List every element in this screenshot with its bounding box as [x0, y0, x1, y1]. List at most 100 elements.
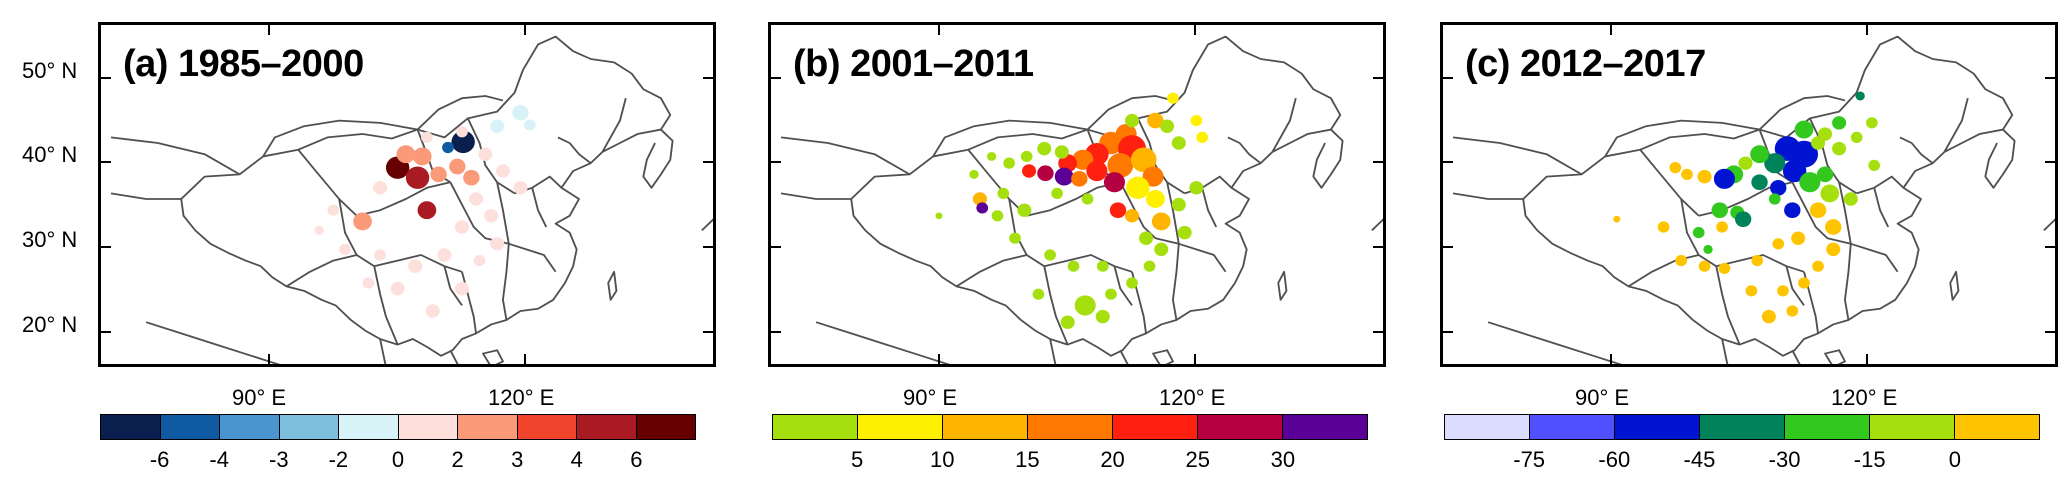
- colorbar-c: [1444, 414, 2040, 440]
- boundary-line: [1166, 182, 1180, 244]
- boundary-line: [701, 218, 713, 231]
- station-marker: [1105, 288, 1117, 300]
- colorbar-a: [100, 414, 696, 440]
- boundary-line: [1680, 198, 1717, 267]
- boundary-line: [932, 119, 1088, 157]
- lon-label-90-a: 90° E: [232, 385, 287, 410]
- station-marker: [437, 248, 452, 262]
- boundary-line: [1371, 218, 1383, 231]
- boundary-line: [967, 149, 1028, 217]
- boundary-line: [1201, 187, 1218, 228]
- boundary-line: [1152, 349, 1174, 364]
- station-marker: [1151, 212, 1171, 231]
- station-marker: [1770, 179, 1787, 196]
- map-b: [771, 25, 1383, 364]
- boundary-line: [1721, 338, 1729, 364]
- colorbar-b: [772, 414, 1368, 440]
- colorbar-a-segment: [220, 415, 280, 439]
- station-marker: [442, 141, 454, 154]
- lat-label-20: 20° N: [22, 312, 78, 337]
- colorbar-b-segment: [858, 415, 943, 439]
- station-marker: [1784, 202, 1801, 219]
- station-marker: [396, 145, 416, 164]
- map-group-c: [1452, 35, 2055, 364]
- boundary-line: [262, 119, 418, 157]
- station-marker: [314, 225, 324, 235]
- station-marker: [1124, 113, 1140, 128]
- boundary-line: [145, 321, 281, 364]
- station-marker: [1751, 255, 1764, 267]
- colorbar-c-segment: [1870, 415, 1955, 439]
- colorbar-c-tick: -15: [1853, 447, 1886, 472]
- station-marker: [1794, 120, 1814, 139]
- boundary-line: [466, 117, 516, 195]
- map-panel-a: (a) 1985–2000: [98, 22, 716, 367]
- colorbar-b-segment: [1113, 415, 1198, 439]
- boundary-line: [502, 243, 510, 321]
- colorbar-a-segment: [339, 415, 399, 439]
- station-marker: [1812, 260, 1824, 272]
- station-marker: [454, 281, 470, 296]
- station-marker: [1081, 193, 1094, 205]
- station-marker: [1718, 262, 1731, 275]
- colorbar-a-tick: -6: [149, 447, 170, 472]
- colorbar-b-tick: 30: [1270, 447, 1296, 472]
- station-marker: [1143, 260, 1156, 272]
- colorbar-b-segment: [773, 415, 858, 439]
- colorbar-b-tick: 25: [1185, 447, 1210, 472]
- lat-label-50: 50° N: [22, 58, 78, 83]
- colorbar-c-segment: [1530, 415, 1615, 439]
- colorbar-b-tick: 5: [851, 447, 864, 472]
- boundary-line: [1227, 136, 1262, 164]
- boundary-line: [338, 198, 375, 267]
- station-marker: [1782, 159, 1807, 183]
- boundary-line: [110, 136, 241, 176]
- panel-title-a: (a) 1985–2000: [123, 43, 364, 85]
- station-marker: [1777, 285, 1789, 297]
- lon-label-120-c: 120° E: [1831, 385, 1898, 410]
- station-marker: [1032, 288, 1045, 300]
- station-marker: [1171, 197, 1186, 212]
- colorbar-a-segment: [577, 415, 637, 439]
- colorbar-c-segment: [1615, 415, 1700, 439]
- station-marker: [456, 126, 468, 138]
- station-marker: [412, 147, 432, 166]
- station-marker: [1843, 192, 1858, 206]
- map-group-b: [780, 35, 1383, 364]
- station-marker: [1126, 176, 1150, 199]
- colorbar-c-segment: [1955, 415, 2039, 439]
- station-marker: [1798, 277, 1810, 289]
- station-marker: [969, 169, 979, 179]
- boundary-line: [1627, 254, 1699, 288]
- boundary-line: [1113, 265, 1133, 306]
- colorbar-c-tick: -30: [1768, 447, 1801, 472]
- station-marker: [1855, 91, 1865, 101]
- station-marker: [421, 131, 433, 143]
- station-marker: [490, 237, 505, 251]
- lon-label-120-a: 120° E: [488, 385, 555, 410]
- station-marker: [1017, 203, 1032, 217]
- station-marker: [1107, 153, 1134, 178]
- boundary-line: [607, 270, 618, 301]
- station-marker: [1167, 92, 1179, 104]
- station-marker: [1816, 166, 1834, 183]
- station-marker: [1139, 231, 1154, 245]
- colorbar-a-segment: [101, 415, 161, 439]
- station-marker: [1711, 202, 1728, 219]
- station-marker: [1751, 174, 1768, 191]
- station-marker: [1095, 309, 1110, 324]
- colorbar-a-tick: 0: [391, 447, 405, 472]
- station-marker: [362, 277, 375, 289]
- station-marker: [1126, 277, 1138, 289]
- station-marker: [512, 104, 529, 121]
- boundary-line: [1277, 270, 1288, 301]
- station-marker: [513, 181, 528, 195]
- station-marker: [1768, 193, 1781, 205]
- colorbar-c-segment: [1700, 415, 1785, 439]
- colorbar-c-tick: -45: [1683, 447, 1716, 472]
- station-marker: [1745, 285, 1758, 297]
- lat-label-40: 40° N: [22, 142, 78, 167]
- boundary-line: [557, 136, 592, 164]
- boundary-line: [601, 97, 627, 153]
- boundary-line: [1838, 182, 1852, 244]
